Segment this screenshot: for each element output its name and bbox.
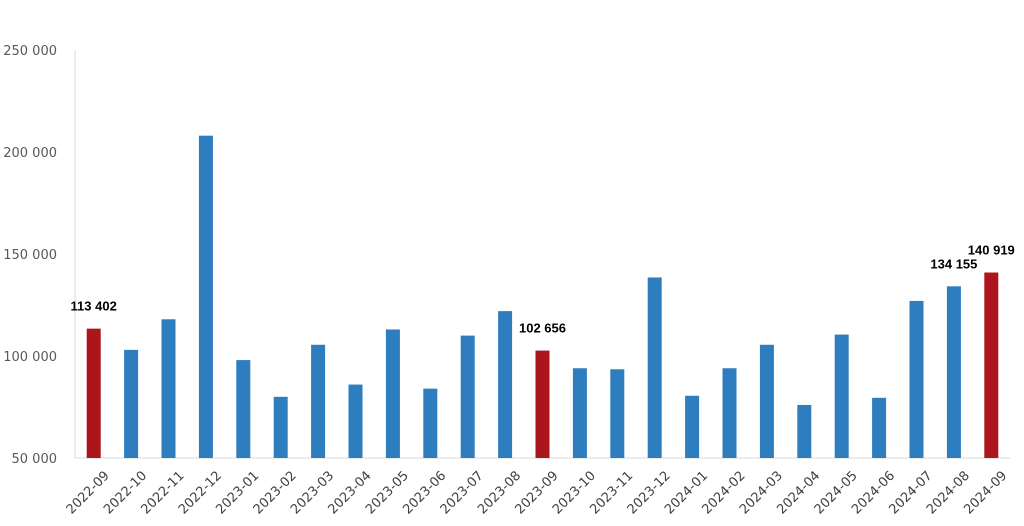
data-label-2024-09: 140 919 <box>968 243 1015 258</box>
y-tick-label: 150 000 <box>3 248 57 263</box>
bar-2024-09 <box>984 272 999 458</box>
bar-2024-07 <box>909 300 924 458</box>
data-label-2023-09: 102 656 <box>519 321 566 336</box>
y-tick-label: 200 000 <box>3 146 57 161</box>
bar-2024-06 <box>872 397 887 458</box>
bar-2022-10 <box>124 349 139 458</box>
bar-2023-02 <box>273 396 288 458</box>
data-label-2022-09: 113 402 <box>71 299 117 314</box>
data-label-2024-08: 134 155 <box>930 256 977 271</box>
bar-2023-05 <box>385 329 400 458</box>
bar-2022-09 <box>86 328 101 458</box>
bar-2023-11 <box>610 369 625 458</box>
bar-2023-09 <box>535 350 550 458</box>
bar-2024-01 <box>685 395 700 458</box>
bar-2023-04 <box>348 384 363 458</box>
bar-2023-06 <box>423 388 438 458</box>
y-axis-ticks: 50 000 100 000 150 000 200 000 250 000 <box>3 44 57 467</box>
bar-2023-07 <box>460 335 475 458</box>
bar-2024-04 <box>797 404 812 458</box>
bar-2022-12 <box>198 135 213 458</box>
y-tick-label: 100 000 <box>3 350 57 365</box>
bar-2024-02 <box>722 368 737 458</box>
y-tick-label: 50 000 <box>12 452 58 467</box>
bar-2023-03 <box>311 344 326 458</box>
bar-2023-10 <box>572 368 587 458</box>
bar-2024-03 <box>759 344 774 458</box>
bar-2024-05 <box>834 334 849 458</box>
bar-2023-01 <box>236 360 251 458</box>
bar-2023-12 <box>647 277 662 458</box>
x-axis-labels: 2022-092022-102022-112022-122023-012023-… <box>64 468 1011 517</box>
bar-2022-11 <box>161 319 176 458</box>
bars-group <box>86 135 999 458</box>
bar-2024-08 <box>946 286 961 458</box>
y-tick-label: 250 000 <box>3 44 57 59</box>
bar-2023-08 <box>498 311 513 458</box>
